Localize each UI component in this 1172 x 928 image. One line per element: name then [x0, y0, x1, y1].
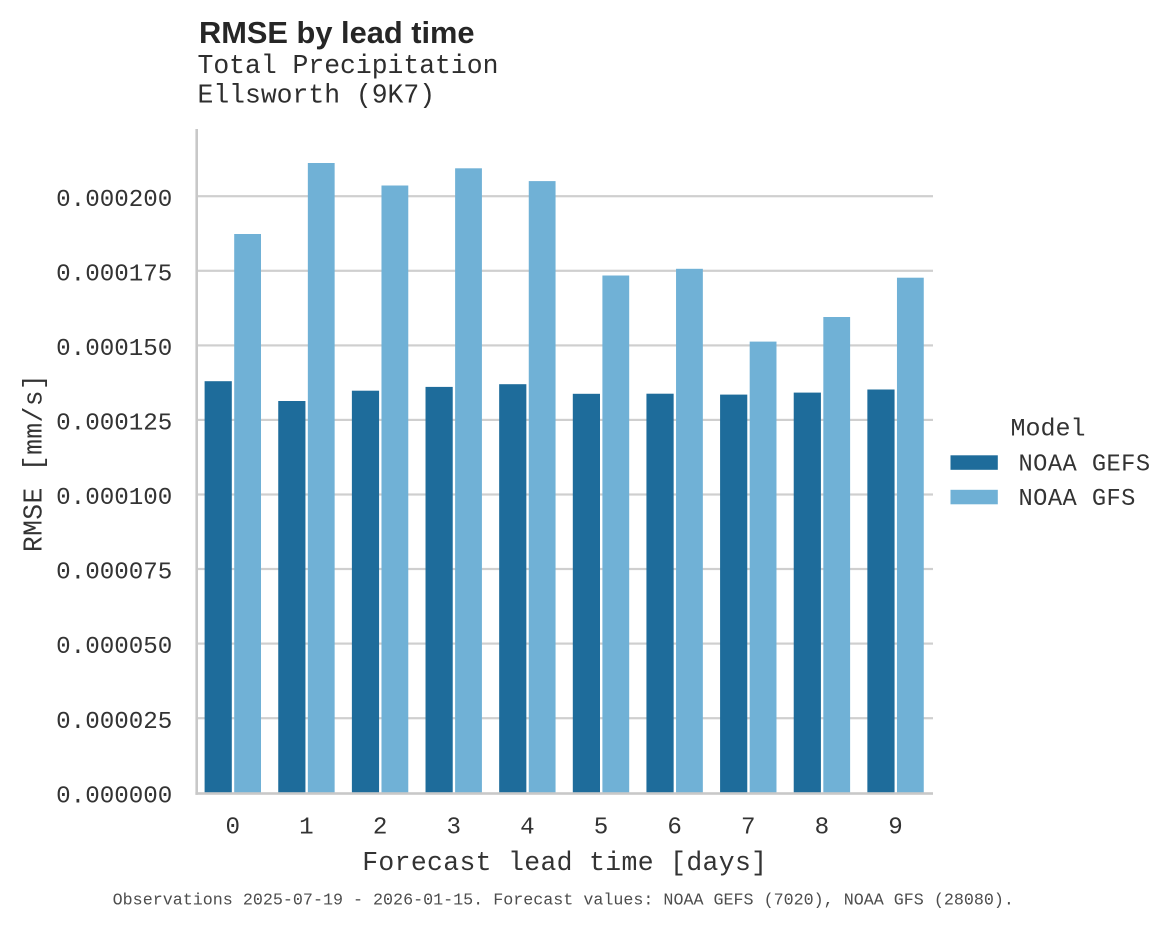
svg-text:4: 4 [520, 815, 535, 842]
svg-text:RMSE by lead time: RMSE by lead time [199, 15, 475, 50]
svg-text:0.000175: 0.000175 [56, 261, 172, 288]
svg-text:NOAA GFS: NOAA GFS [1019, 486, 1136, 513]
svg-text:0.000050: 0.000050 [56, 634, 172, 661]
svg-text:0.000100: 0.000100 [56, 485, 172, 512]
svg-text:7: 7 [741, 815, 756, 842]
svg-text:8: 8 [815, 815, 830, 842]
svg-text:0: 0 [226, 815, 241, 842]
svg-text:NOAA GEFS: NOAA GEFS [1019, 452, 1151, 479]
svg-text:Model: Model [1011, 415, 1086, 444]
svg-text:0.000075: 0.000075 [56, 560, 172, 587]
svg-text:6: 6 [667, 815, 682, 842]
svg-text:0.000125: 0.000125 [56, 411, 172, 438]
svg-text:Ellsworth (9K7): Ellsworth (9K7) [198, 81, 436, 111]
svg-text:0.000200: 0.000200 [56, 187, 172, 214]
svg-text:0.000150: 0.000150 [56, 336, 172, 363]
svg-text:Forecast lead time [days]: Forecast lead time [days] [362, 848, 767, 878]
svg-text:0.000025: 0.000025 [56, 709, 172, 736]
svg-text:Observations 2025-07-19 - 2026: Observations 2025-07-19 - 2026-01-15. Fo… [113, 892, 1014, 911]
svg-text:1: 1 [299, 815, 314, 842]
svg-text:Total Precipitation: Total Precipitation [198, 51, 499, 81]
svg-text:0.000000: 0.000000 [56, 784, 172, 811]
svg-text:2: 2 [373, 815, 388, 842]
svg-text:RMSE [mm/s]: RMSE [mm/s] [20, 374, 50, 552]
svg-text:9: 9 [888, 815, 903, 842]
svg-text:3: 3 [446, 815, 461, 842]
svg-text:5: 5 [594, 815, 609, 842]
